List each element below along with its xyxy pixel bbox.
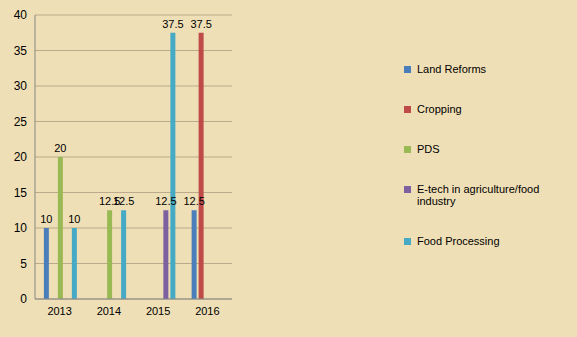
html-text:Land Reforms: Land Reforms <box>417 62 487 75</box>
html-text:Cropping: Cropping <box>417 102 462 115</box>
svg-text:37.5: 37.5 <box>190 18 211 30</box>
svg-text:20: 20 <box>54 142 66 154</box>
svg-text:2013: 2013 <box>47 305 71 317</box>
svg-text:10: 10 <box>40 213 52 225</box>
svg-text:25: 25 <box>14 115 28 129</box>
svg-text:15: 15 <box>14 186 28 200</box>
svg-text:12.5: 12.5 <box>155 195 176 207</box>
svg-text:20: 20 <box>14 150 28 164</box>
svg-text:2015: 2015 <box>146 305 170 317</box>
svg-text:30: 30 <box>14 79 28 93</box>
html-text:PDS: PDS <box>417 142 440 155</box>
svg-text:2016: 2016 <box>195 305 219 317</box>
svg-text:12.5: 12.5 <box>113 195 134 207</box>
svg-text:40: 40 <box>14 8 28 22</box>
svg-text:12.5: 12.5 <box>183 195 204 207</box>
svg-text:35: 35 <box>14 44 28 58</box>
html-text:Food Processing: Food Processing <box>417 234 500 247</box>
html-text:E-tech in agriculture/food ind: E-tech in agriculture/food industry <box>417 182 540 207</box>
svg-text:0: 0 <box>20 292 27 306</box>
svg-text:2014: 2014 <box>97 305 121 317</box>
svg-text:12.5: 12.5 <box>98 195 121 208</box>
svg-text:37.5: 37.5 <box>162 18 183 30</box>
svg-text:10: 10 <box>14 221 28 235</box>
svg-text:5: 5 <box>20 257 27 271</box>
svg-text:10: 10 <box>68 213 80 225</box>
